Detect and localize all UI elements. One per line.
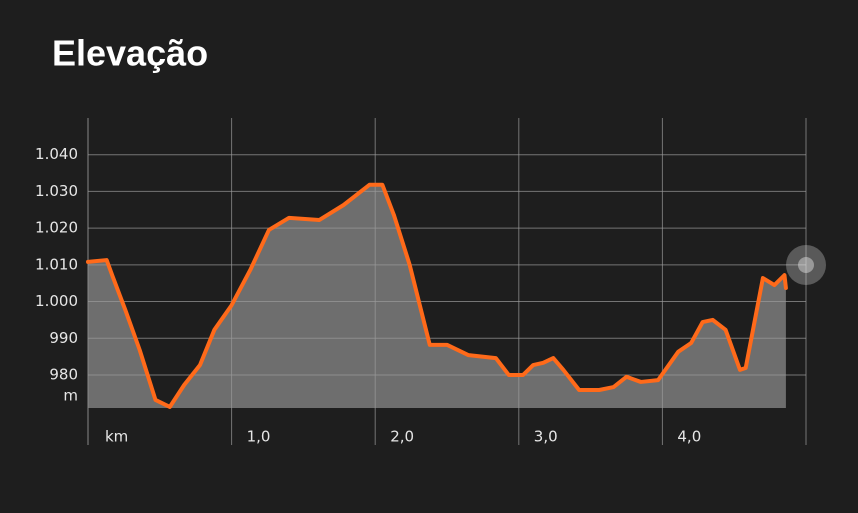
x-tick-label: 1,0 bbox=[247, 428, 271, 446]
y-tick-label: 1.030 bbox=[35, 182, 78, 200]
area bbox=[88, 184, 786, 408]
x-tick-label: 4,0 bbox=[677, 428, 701, 446]
y-tick-label: 1.010 bbox=[35, 255, 78, 273]
y-tick-label: 1.000 bbox=[35, 292, 78, 310]
line bbox=[86, 182, 788, 409]
y-tick-label: 980 bbox=[49, 365, 78, 383]
cursor-glow bbox=[786, 245, 826, 285]
y-tick-label: 990 bbox=[49, 329, 78, 347]
y-axis-label: m bbox=[63, 387, 78, 405]
x-tick-label: 3,0 bbox=[534, 428, 558, 446]
cursor bbox=[798, 257, 814, 273]
chart-title: Elevação bbox=[52, 33, 208, 74]
y-tick-label: 1.040 bbox=[35, 145, 78, 163]
y-tick-label: 1.020 bbox=[35, 219, 78, 237]
x-axis-label: km bbox=[105, 428, 128, 446]
x-tick-label: 2,0 bbox=[390, 428, 414, 446]
